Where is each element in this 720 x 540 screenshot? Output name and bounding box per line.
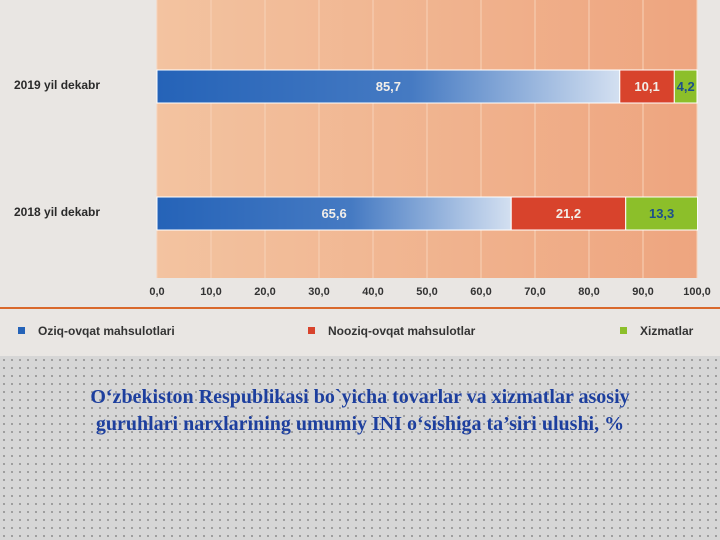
dotted-panel bbox=[0, 356, 720, 540]
bar-segment bbox=[625, 196, 699, 231]
legend-label: Nooziq-ovqat mahsulotlar bbox=[328, 324, 476, 338]
legend-label: Oziq-ovqat mahsulotlari bbox=[38, 324, 175, 338]
bar-shine bbox=[157, 197, 512, 230]
bar-shine bbox=[157, 70, 620, 103]
data-label: 85,7 bbox=[376, 79, 401, 94]
x-tick-label: 80,0 bbox=[578, 286, 599, 298]
data-label: 21,2 bbox=[556, 206, 581, 221]
x-tick-label: 20,0 bbox=[254, 286, 275, 298]
chart-title: O‘zbekiston Respublikasi bo`yicha tovarl… bbox=[90, 386, 630, 435]
data-label: 10,1 bbox=[634, 79, 659, 94]
chart: 0,0 10,0 20,0 30,0 40,0 50,0 60,0 70,0 80,0 90,0 1… bbox=[0, 0, 720, 356]
bar-segment bbox=[510, 196, 627, 231]
legend-swatch bbox=[308, 327, 315, 334]
y-tick-label: 2018 yil dekabr bbox=[14, 205, 100, 219]
data-label: 65,6 bbox=[321, 206, 346, 221]
x-tick-label: 10,0 bbox=[200, 286, 221, 298]
x-tick-label: 50,0 bbox=[416, 286, 437, 298]
legend-label: Xizmatlar bbox=[640, 324, 694, 338]
legend-background bbox=[0, 310, 720, 356]
bar-segment bbox=[673, 69, 698, 104]
x-tick-label: 30,0 bbox=[308, 286, 329, 298]
data-label: 13,3 bbox=[649, 206, 674, 221]
x-tick-label: 100,0 bbox=[683, 286, 711, 298]
legend-swatch bbox=[18, 327, 25, 334]
x-tick-label: 90,0 bbox=[632, 286, 653, 298]
x-tick-label: 0,0 bbox=[149, 286, 164, 298]
y-tick-label: 2019 yil dekabr bbox=[14, 78, 100, 92]
x-tick-label: 70,0 bbox=[524, 286, 545, 298]
x-tick-label: 60,0 bbox=[470, 286, 491, 298]
x-tick-label: 40,0 bbox=[362, 286, 383, 298]
data-label: 4,2 bbox=[677, 79, 695, 94]
legend-swatch bbox=[620, 327, 627, 334]
